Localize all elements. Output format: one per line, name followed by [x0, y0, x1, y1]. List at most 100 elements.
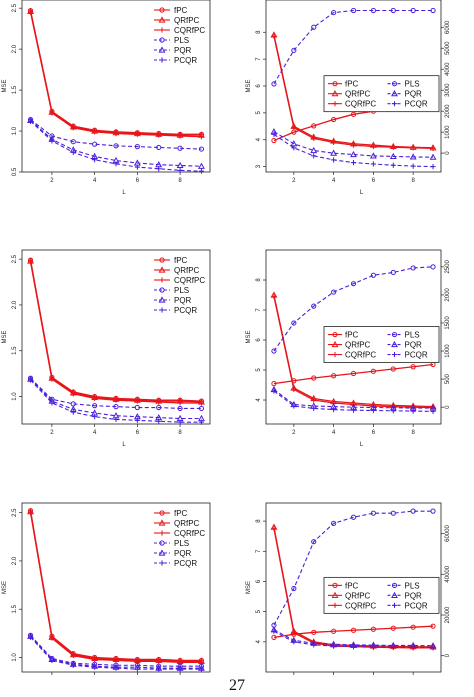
y-axis-label: MSE: [2, 330, 8, 343]
data-point: [156, 404, 162, 411]
data-point: [410, 163, 416, 169]
series-cqrfpc: [271, 33, 436, 151]
y2-tick-label: 2000: [445, 104, 451, 118]
y2-tick-label: 40000: [445, 565, 451, 582]
data-point: [291, 320, 297, 326]
data-point: [291, 585, 297, 592]
legend-label-pqr: PQR: [405, 90, 423, 99]
legend-swatch-marker: [331, 591, 339, 598]
legend-box: [152, 507, 208, 571]
data-point: [311, 642, 317, 648]
data-point: [27, 118, 34, 124]
data-point: [331, 139, 337, 146]
data-point: [176, 161, 184, 169]
data-point: [92, 656, 98, 663]
legend-box: [323, 576, 440, 614]
legend-label-cqrfpc: CQRfPC: [174, 529, 205, 538]
data-point: [134, 417, 140, 423]
data-point: [177, 405, 183, 412]
data-point: [27, 634, 34, 640]
data-point: [350, 281, 357, 287]
y-tick-label: 8: [256, 30, 262, 34]
legend-label-pqr: PQR: [174, 549, 192, 558]
y-tick-label: 5: [256, 609, 262, 613]
legend-swatch-marker: [159, 277, 165, 283]
series-line: [30, 119, 202, 167]
data-point: [350, 111, 357, 117]
data-point: [350, 514, 357, 520]
y2-tick-label: 0: [445, 151, 451, 155]
series-line: [273, 9, 434, 85]
y-tick-label: 8: [256, 278, 262, 282]
data-point: [113, 143, 119, 149]
y-tick-label: 4: [256, 639, 262, 643]
data-point: [370, 272, 376, 278]
legend-label-cqrfpc: CQRfPC: [345, 351, 376, 360]
data-point: [311, 153, 317, 159]
data-point: [390, 510, 396, 516]
data-point: [27, 9, 34, 15]
legend-swatch-marker: [159, 530, 165, 536]
data-point: [390, 408, 396, 414]
data-point: [70, 409, 76, 415]
data-point: [177, 400, 183, 406]
y-tick-label: 5: [256, 111, 262, 115]
x-axis-label: L: [360, 190, 364, 196]
y2-tick-label: 20000: [445, 606, 451, 623]
data-point: [390, 644, 396, 650]
data-point: [134, 398, 140, 404]
data-point: [156, 166, 162, 172]
series-line: [30, 377, 202, 409]
y-tick-label: 7: [256, 549, 262, 553]
series-line: [30, 634, 202, 667]
legend-swatch-marker: [159, 540, 165, 546]
data-point: [331, 116, 337, 123]
legend-label-pcqr: PCQR: [405, 351, 428, 360]
series-line: [273, 630, 434, 649]
series-line: [30, 635, 202, 669]
y-tick-label: 4: [256, 137, 262, 141]
series-fpc: [271, 623, 436, 640]
data-point: [430, 408, 436, 414]
data-point: [49, 133, 55, 139]
data-point: [410, 265, 416, 271]
data-point: [311, 539, 317, 545]
data-point: [370, 161, 376, 167]
data-point: [49, 138, 55, 144]
y-tick-label: 1.0: [12, 126, 18, 135]
data-point: [271, 131, 277, 137]
data-point: [198, 168, 205, 174]
series-line: [30, 636, 202, 670]
legend-swatch-marker: [391, 331, 398, 338]
data-point: [70, 652, 76, 659]
legend-label-cqrfpc: CQRfPC: [345, 601, 376, 610]
data-point: [70, 662, 76, 668]
legend-label-qrfpc: QRfPC: [345, 90, 371, 99]
data-point: [390, 625, 396, 631]
data-point: [370, 626, 376, 632]
data-point: [198, 162, 205, 169]
y2-tick-label: 6000: [445, 20, 451, 34]
legend-label-cqrfpc: CQRfPC: [345, 100, 376, 109]
series-line: [273, 131, 434, 158]
series-cqrfpc: [27, 510, 205, 665]
y-axis-label: MSE: [246, 330, 252, 343]
legend-label-pqr: PQR: [405, 591, 423, 600]
data-point: [92, 157, 98, 163]
y-tick-label: 7: [256, 57, 262, 61]
y2-tick-label: 1000: [445, 344, 451, 358]
data-point: [430, 164, 436, 170]
data-point: [70, 125, 76, 131]
legend-swatch-marker: [332, 351, 338, 358]
y2-tick-label: 60000: [445, 525, 451, 542]
data-point: [113, 397, 119, 403]
y-tick-label: 2.0: [12, 300, 18, 309]
data-point: [198, 405, 205, 412]
x-tick-label: 8: [411, 430, 415, 436]
data-point: [113, 416, 119, 423]
plot-frame: [265, 502, 442, 673]
data-point: [156, 666, 162, 672]
legend-swatch-marker: [332, 81, 338, 87]
